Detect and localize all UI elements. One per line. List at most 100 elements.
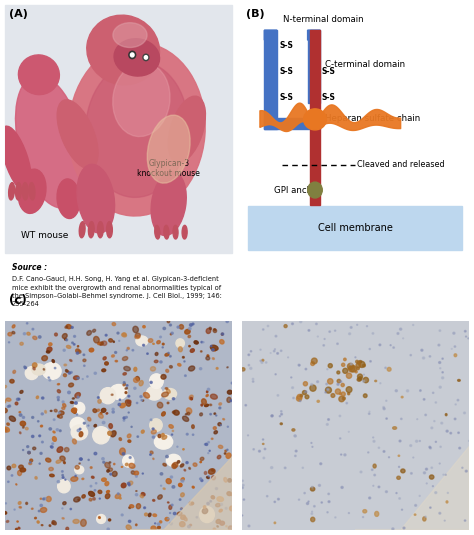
Circle shape (308, 182, 322, 198)
Ellipse shape (80, 458, 82, 460)
Ellipse shape (298, 364, 300, 366)
Ellipse shape (271, 467, 273, 469)
Ellipse shape (372, 469, 373, 470)
Ellipse shape (75, 475, 76, 477)
Ellipse shape (453, 332, 455, 334)
Ellipse shape (416, 440, 418, 442)
Ellipse shape (346, 373, 352, 378)
Ellipse shape (211, 470, 214, 471)
Ellipse shape (403, 527, 405, 529)
Ellipse shape (169, 425, 173, 428)
Ellipse shape (250, 350, 252, 352)
Ellipse shape (75, 393, 81, 398)
Ellipse shape (90, 467, 92, 469)
Ellipse shape (146, 386, 162, 400)
Ellipse shape (201, 399, 206, 404)
Ellipse shape (32, 416, 34, 418)
Ellipse shape (311, 358, 317, 364)
Text: (A): (A) (9, 9, 28, 19)
Ellipse shape (207, 502, 209, 505)
Ellipse shape (40, 505, 43, 507)
Ellipse shape (155, 225, 160, 239)
Ellipse shape (102, 422, 105, 424)
Ellipse shape (209, 450, 210, 452)
Ellipse shape (35, 517, 36, 519)
Ellipse shape (440, 368, 441, 369)
Ellipse shape (186, 462, 188, 464)
Ellipse shape (267, 325, 269, 327)
Ellipse shape (62, 475, 64, 476)
Ellipse shape (122, 333, 127, 337)
Ellipse shape (41, 413, 43, 415)
Ellipse shape (78, 350, 81, 353)
Ellipse shape (369, 497, 371, 499)
Ellipse shape (50, 474, 54, 477)
Ellipse shape (191, 425, 194, 429)
Ellipse shape (73, 398, 74, 399)
Ellipse shape (387, 368, 391, 371)
Ellipse shape (75, 465, 79, 469)
Ellipse shape (113, 341, 114, 342)
Ellipse shape (85, 61, 188, 197)
Ellipse shape (64, 374, 66, 377)
Ellipse shape (265, 362, 267, 363)
Ellipse shape (121, 483, 126, 488)
Ellipse shape (38, 336, 41, 338)
Ellipse shape (307, 502, 309, 505)
Ellipse shape (206, 394, 208, 396)
Ellipse shape (167, 502, 169, 503)
Ellipse shape (397, 476, 401, 479)
Ellipse shape (115, 351, 117, 354)
Ellipse shape (401, 509, 402, 510)
Ellipse shape (150, 454, 151, 455)
Ellipse shape (227, 367, 228, 368)
Ellipse shape (152, 428, 154, 430)
Ellipse shape (211, 476, 216, 480)
Ellipse shape (75, 466, 84, 474)
Ellipse shape (263, 329, 264, 330)
Ellipse shape (454, 354, 457, 357)
Ellipse shape (53, 431, 55, 433)
Ellipse shape (62, 334, 67, 339)
Ellipse shape (368, 413, 370, 415)
Ellipse shape (128, 434, 131, 438)
Ellipse shape (203, 342, 204, 343)
Ellipse shape (58, 480, 70, 493)
Ellipse shape (122, 453, 125, 455)
Ellipse shape (162, 433, 164, 437)
Ellipse shape (187, 412, 190, 415)
Ellipse shape (117, 332, 119, 334)
Ellipse shape (214, 329, 216, 330)
Ellipse shape (172, 434, 173, 435)
Ellipse shape (91, 476, 94, 478)
Ellipse shape (168, 353, 169, 354)
Ellipse shape (128, 395, 130, 397)
Ellipse shape (314, 506, 315, 507)
Ellipse shape (150, 374, 163, 388)
Ellipse shape (40, 498, 42, 499)
Ellipse shape (49, 428, 52, 430)
Ellipse shape (183, 449, 184, 450)
Ellipse shape (60, 456, 65, 461)
Ellipse shape (113, 63, 170, 136)
Ellipse shape (57, 100, 98, 169)
Ellipse shape (65, 326, 68, 328)
Ellipse shape (335, 517, 336, 518)
Ellipse shape (27, 446, 29, 448)
Ellipse shape (151, 430, 156, 434)
Ellipse shape (291, 377, 292, 378)
Ellipse shape (210, 404, 212, 406)
Ellipse shape (66, 346, 71, 348)
Ellipse shape (206, 356, 210, 360)
Ellipse shape (216, 519, 220, 523)
Ellipse shape (357, 361, 360, 364)
Ellipse shape (65, 479, 66, 480)
Ellipse shape (406, 390, 409, 392)
Ellipse shape (166, 455, 168, 458)
Ellipse shape (79, 432, 83, 437)
Ellipse shape (166, 479, 171, 484)
Ellipse shape (57, 480, 60, 483)
Ellipse shape (297, 394, 302, 400)
Ellipse shape (62, 401, 64, 403)
Ellipse shape (292, 323, 293, 325)
